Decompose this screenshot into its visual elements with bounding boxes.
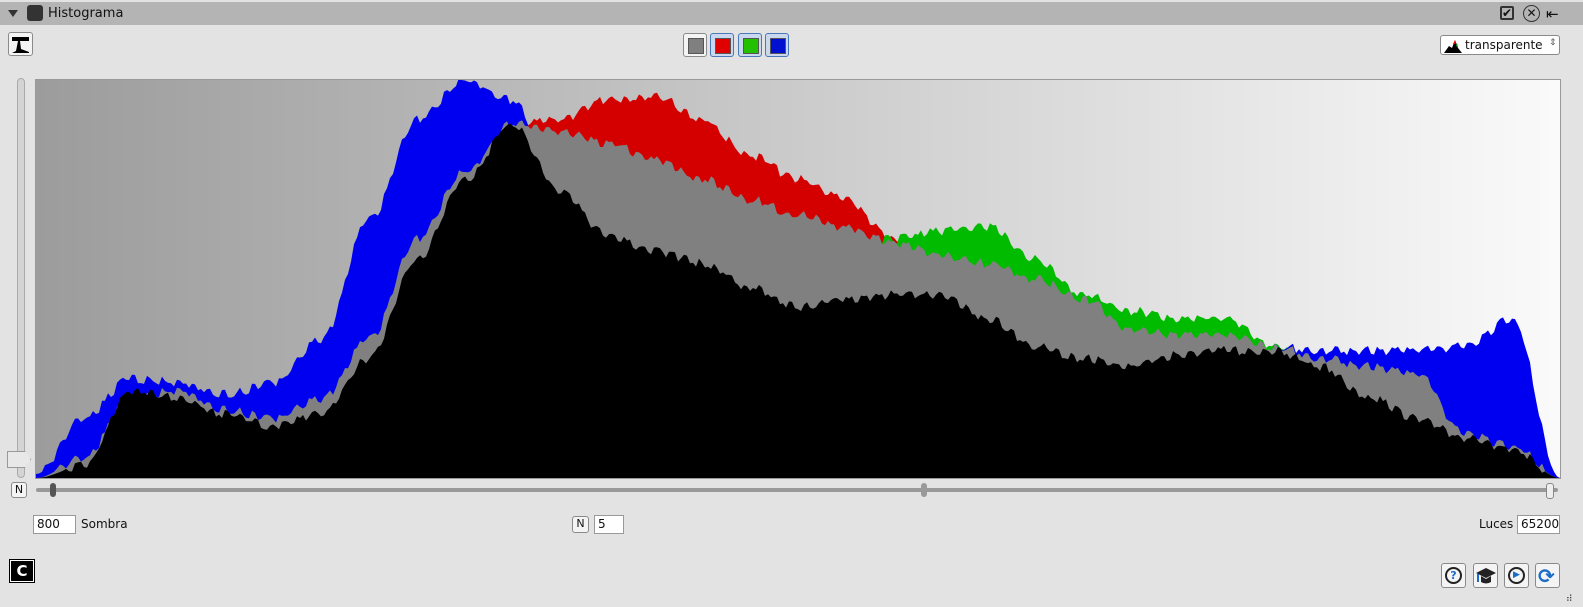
checkbox-icon[interactable]: ✔	[1500, 6, 1514, 20]
play-icon: ▶	[1508, 567, 1525, 584]
left-normalize-button[interactable]: N	[11, 482, 27, 498]
histogram-mode-button[interactable]	[8, 32, 33, 56]
levels-slider-track[interactable]	[36, 488, 1558, 492]
play-button[interactable]: ▶	[1504, 563, 1529, 588]
shadow-label: Sombra	[81, 517, 128, 531]
histogram-icon	[27, 5, 43, 21]
channel-green-button[interactable]	[738, 33, 762, 57]
close-circle-icon[interactable]: ✕	[1523, 5, 1540, 22]
mid-slider-thumb[interactable]	[921, 483, 927, 497]
help-icon: ?	[1445, 567, 1462, 584]
channel-red-button[interactable]	[710, 33, 734, 57]
resize-grip-icon[interactable]: ⣴	[1566, 592, 1573, 602]
tutorial-icon	[1476, 568, 1496, 584]
histogram-mode-icon	[12, 37, 29, 53]
luminance-channel-area	[36, 123, 1560, 478]
highlight-input[interactable]: 65200	[1517, 515, 1560, 534]
highlight-slider-thumb[interactable]	[1546, 483, 1554, 499]
tutorial-button[interactable]	[1473, 563, 1498, 588]
help-button[interactable]: ?	[1441, 563, 1466, 588]
mid-input[interactable]: 5	[594, 515, 624, 534]
histogram-color-icon	[1444, 40, 1462, 53]
mid-normalize-button[interactable]: N	[572, 516, 589, 533]
panel-header[interactable]: Histograma ✔ ✕ ⇤	[0, 2, 1583, 25]
highlight-label: Luces	[1479, 517, 1514, 531]
shadow-input[interactable]: 800	[33, 515, 76, 534]
color-management-icon[interactable]: C	[9, 559, 35, 583]
triangle-down-icon[interactable]	[8, 10, 18, 17]
display-mode-value: transparente	[1465, 38, 1543, 52]
display-mode-select[interactable]: transparente ⇕	[1440, 35, 1560, 55]
channel-luminance-button[interactable]	[683, 33, 707, 57]
select-arrows-icon: ⇕	[1549, 38, 1557, 48]
shadow-slider-thumb[interactable]	[50, 483, 56, 497]
panel-title: Histograma	[48, 6, 124, 21]
refresh-icon: ⟳	[1538, 564, 1555, 588]
histogram-plot	[35, 79, 1561, 479]
vertical-scale-slider[interactable]	[17, 78, 25, 478]
channel-blue-button[interactable]	[765, 33, 789, 57]
vertical-slider-thumb[interactable]	[7, 451, 31, 468]
refresh-button[interactable]: ⟳	[1535, 563, 1560, 588]
exit-panel-icon[interactable]: ⇤	[1546, 5, 1559, 23]
